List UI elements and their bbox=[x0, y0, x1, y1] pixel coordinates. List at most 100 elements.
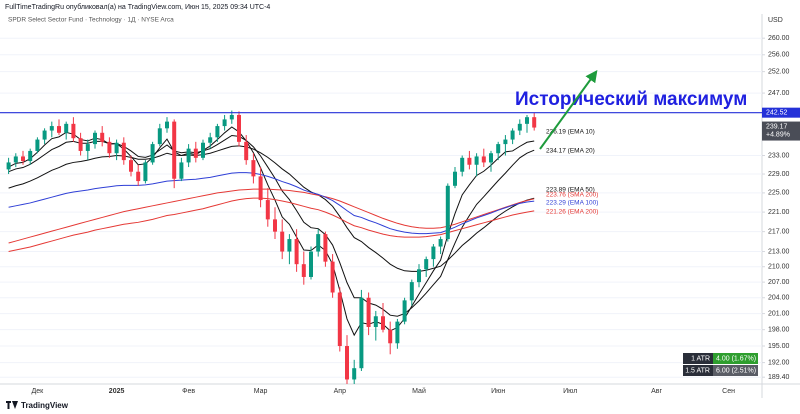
candle-body bbox=[229, 114, 234, 120]
overlay: 242.52 236.19 (EMA 10) 234.17 (EMA 20) 223.… bbox=[0, 107, 800, 376]
candle-body bbox=[42, 130, 47, 140]
currency: USD bbox=[768, 17, 783, 24]
candle-body bbox=[136, 171, 141, 182]
y-tick-label: 204.00 bbox=[768, 295, 790, 302]
candle-body bbox=[460, 157, 465, 172]
atr-value: 6.00 (2.51%) bbox=[716, 367, 756, 374]
indicator-label: 236.19 (EMA 10) bbox=[546, 129, 595, 136]
x-tick-label: Дек bbox=[32, 388, 45, 395]
atr-name: 1 ATR bbox=[691, 355, 710, 362]
y-tick-label: 260.00 bbox=[768, 35, 790, 42]
publisher-line: FullTimeTradingRu опубликовал(а) на Trad… bbox=[5, 3, 270, 11]
candle-body bbox=[496, 144, 501, 154]
candle-body bbox=[467, 157, 472, 165]
annotation: Исторический максимум bbox=[515, 89, 747, 110]
indicator-label: 234.17 (EMA 20) bbox=[546, 148, 595, 155]
candle-body bbox=[503, 139, 508, 145]
price-change: +4.89% bbox=[766, 131, 790, 138]
y-tick-label: 256.00 bbox=[768, 52, 790, 59]
y-tick-label: 201.00 bbox=[768, 310, 790, 317]
brand: TradingView bbox=[21, 401, 69, 410]
candle-body bbox=[237, 114, 241, 142]
candle-body bbox=[157, 128, 162, 145]
y-tick-label: 195.00 bbox=[768, 343, 790, 350]
symbol-line: SPDR Select Sector Fund · Technology · 1… bbox=[8, 17, 174, 24]
candle-body bbox=[201, 142, 205, 158]
indicator-label: 223.76 (SMA 200) bbox=[546, 192, 598, 199]
candle-body bbox=[359, 297, 364, 369]
candle-body bbox=[186, 148, 191, 163]
x-tick-label: Май bbox=[412, 387, 426, 395]
candle-body bbox=[402, 300, 407, 322]
x-tick-label: 2025 bbox=[109, 388, 125, 395]
y-tick-label: 247.00 bbox=[768, 90, 790, 97]
atr-value-box bbox=[713, 353, 758, 364]
candle-body bbox=[78, 138, 83, 151]
atr-name: 1.5 ATR bbox=[685, 367, 710, 374]
candle-body bbox=[352, 368, 357, 380]
y-tick-label: 210.00 bbox=[768, 264, 790, 271]
candle-body bbox=[417, 269, 421, 283]
candle-body bbox=[193, 148, 198, 158]
candle-body bbox=[287, 239, 292, 252]
candle-body bbox=[431, 246, 436, 260]
candle-body bbox=[273, 219, 277, 232]
x-tick-label: Авг bbox=[651, 388, 662, 395]
y-tick-label: 189.40 bbox=[768, 374, 790, 381]
y-tick-label: 207.00 bbox=[768, 279, 790, 286]
atr-value-box bbox=[713, 365, 758, 376]
candle-body bbox=[265, 200, 270, 220]
candle-body bbox=[121, 142, 126, 161]
atr-value: 4.00 (1.67%) bbox=[716, 355, 756, 362]
brand-logo bbox=[6, 401, 18, 409]
candle-body bbox=[381, 316, 385, 330]
candle-body bbox=[150, 144, 155, 163]
candle-body bbox=[172, 121, 177, 179]
candle-body bbox=[143, 162, 148, 182]
candle-body bbox=[258, 176, 263, 201]
candle-body bbox=[280, 231, 285, 252]
candle-body bbox=[301, 264, 306, 277]
y-tick-label: 192.00 bbox=[768, 359, 790, 366]
candle-body bbox=[85, 144, 90, 151]
x-tick-label: Сен bbox=[722, 388, 735, 395]
candle-body bbox=[21, 156, 25, 162]
candle-body bbox=[445, 185, 450, 240]
y-tick-label: 229.00 bbox=[768, 171, 790, 178]
indicator-label: 223.89 (EMA 50) bbox=[546, 187, 595, 194]
candle-body bbox=[49, 126, 54, 131]
y-tick-label: 252.00 bbox=[768, 68, 790, 75]
candle-body bbox=[28, 150, 33, 162]
y-tick-label: 225.00 bbox=[768, 190, 790, 197]
y-tick-label: 221.00 bbox=[768, 209, 790, 216]
atr-name-box bbox=[683, 353, 713, 364]
candle-body bbox=[222, 119, 227, 127]
candle-body bbox=[6, 162, 11, 170]
y-tick-label: 213.00 bbox=[768, 248, 790, 255]
last-price-box bbox=[762, 121, 800, 141]
candle-body bbox=[165, 121, 169, 129]
candle-body bbox=[532, 117, 537, 128]
candle-body bbox=[424, 259, 429, 270]
candle-body bbox=[366, 297, 371, 327]
x-tick-label: Апр bbox=[334, 388, 346, 395]
candle-body bbox=[71, 123, 76, 139]
candle-body bbox=[395, 321, 400, 344]
level-label: 242.52 bbox=[766, 110, 788, 117]
candle-body bbox=[345, 346, 349, 380]
last-price: 239.17 bbox=[766, 123, 788, 130]
candle-body bbox=[114, 142, 119, 154]
candle-body bbox=[179, 162, 184, 179]
y-tick-label: 217.00 bbox=[768, 228, 790, 235]
candle-body bbox=[316, 234, 321, 252]
candle-body bbox=[323, 234, 328, 262]
x-tick-label: Фев bbox=[182, 388, 195, 395]
candle-body bbox=[438, 239, 443, 247]
indicator-label: 221.26 (EMA 200) bbox=[546, 209, 598, 216]
candle-body bbox=[388, 329, 393, 344]
candle-body bbox=[100, 132, 105, 142]
level-label-box bbox=[762, 107, 800, 118]
